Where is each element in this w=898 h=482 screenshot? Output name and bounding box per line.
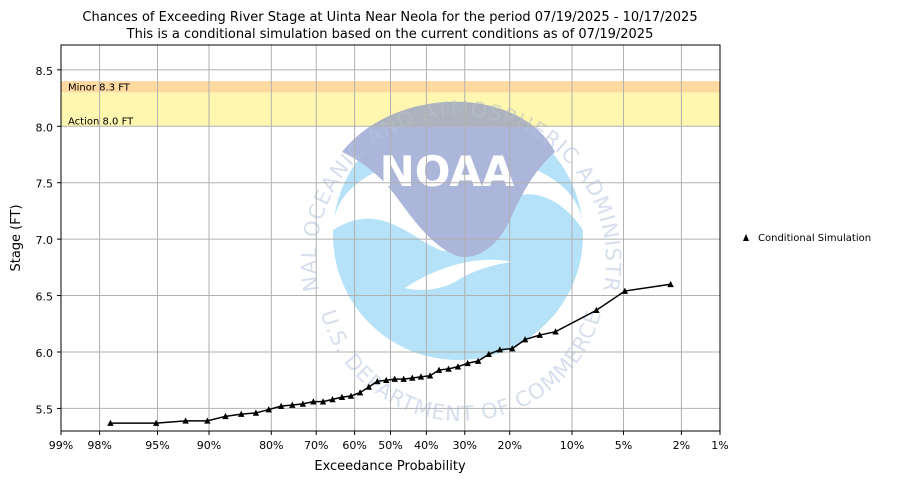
data-point <box>310 398 317 405</box>
noaa-logo-wave <box>405 259 512 290</box>
x-tick-label: 5% <box>615 439 632 452</box>
x-tick-label: 2% <box>673 439 690 452</box>
data-point <box>383 376 390 384</box>
x-tick-label: 50% <box>378 439 402 452</box>
threshold-label-1: Action 8.0 FT <box>68 116 134 127</box>
y-tick-label: 8.5 <box>36 65 54 78</box>
x-axis-label: Exceedance Probability <box>314 459 466 474</box>
x-tick-label: 20% <box>497 439 521 452</box>
noaa-logo-text: NOAA <box>380 147 515 196</box>
data-point <box>152 419 160 426</box>
data-point <box>509 345 516 352</box>
data-point <box>204 417 211 424</box>
data-point <box>222 412 229 420</box>
y-tick-label: 6.5 <box>36 291 54 304</box>
x-tick-label: 98% <box>87 439 111 452</box>
data-point <box>621 287 629 294</box>
noaa-watermark: NOAA NATIONAL OCEANIC AND ATMOSPHERIC AD… <box>0 0 624 426</box>
y-axis-ticks: 5.5 6.0 6.5 7.0 7.5 8.0 8.5 <box>36 65 61 416</box>
x-tick-label: 80% <box>259 439 283 452</box>
legend-label: Conditional Simulation <box>758 233 871 244</box>
data-point <box>299 400 307 407</box>
data-point <box>454 363 462 370</box>
data-point <box>329 395 336 403</box>
data-point <box>365 383 372 390</box>
x-tick-label: 30% <box>453 439 477 452</box>
data-point <box>435 366 443 373</box>
y-tick-label: 7.5 <box>36 178 54 191</box>
y-tick-label: 6.0 <box>36 347 54 360</box>
data-point <box>374 377 381 385</box>
data-point <box>409 374 416 381</box>
legend-marker-triangle <box>743 234 749 241</box>
x-tick-label: 99% <box>49 439 73 452</box>
data-point <box>464 359 471 367</box>
data-point <box>536 331 543 338</box>
data-point <box>238 410 245 417</box>
noaa-logo-bird <box>342 101 555 258</box>
x-tick-label: 40% <box>414 439 438 452</box>
x-tick-label: 70% <box>304 439 328 452</box>
data-point <box>521 336 529 343</box>
x-tick-label: 95% <box>145 439 169 452</box>
y-tick-label: 8.0 <box>36 121 54 134</box>
data-point <box>417 373 425 380</box>
data-point <box>277 402 285 409</box>
data-point <box>496 346 504 353</box>
data-point <box>391 375 398 382</box>
y-axis-label: Stage (FT) <box>9 204 24 271</box>
data-point <box>347 392 355 399</box>
x-tick-label: 10% <box>560 439 584 452</box>
data-point <box>252 409 260 416</box>
data-point <box>182 417 189 424</box>
data-point <box>426 372 434 379</box>
threshold-labels: Minor 8.3 FT Action 8.0 FT <box>68 82 134 127</box>
data-point <box>474 357 482 364</box>
y-tick-label: 5.5 <box>36 403 54 416</box>
data-point <box>289 401 296 408</box>
x-tick-label: 60% <box>342 439 366 452</box>
data-point <box>319 398 327 405</box>
data-point <box>356 389 364 396</box>
y-tick-label: 7.0 <box>36 234 54 247</box>
data-point <box>485 350 492 358</box>
data-point <box>445 365 452 372</box>
data-point <box>552 328 559 335</box>
x-tick-label: 90% <box>197 439 221 452</box>
data-point <box>338 393 346 400</box>
data-point <box>667 280 674 288</box>
legend: Conditional Simulation <box>743 233 871 244</box>
chart-subtitle: This is a conditional simulation based o… <box>126 27 654 42</box>
series-conditional-simulation <box>107 280 674 426</box>
threshold-label-0: Minor 8.3 FT <box>68 82 131 93</box>
data-point <box>265 406 272 413</box>
x-axis-ticks: 99% 98% 95% 90% 80% 70% 60% 50% 40% 30% 20% 10% 5% 2%… <box>49 431 729 452</box>
data-point <box>107 419 114 426</box>
data-point <box>593 306 600 314</box>
chart-title: Chances of Exceeding River Stage at Uint… <box>82 10 697 25</box>
data-point <box>400 375 407 382</box>
x-tick-label: 1% <box>711 439 728 452</box>
